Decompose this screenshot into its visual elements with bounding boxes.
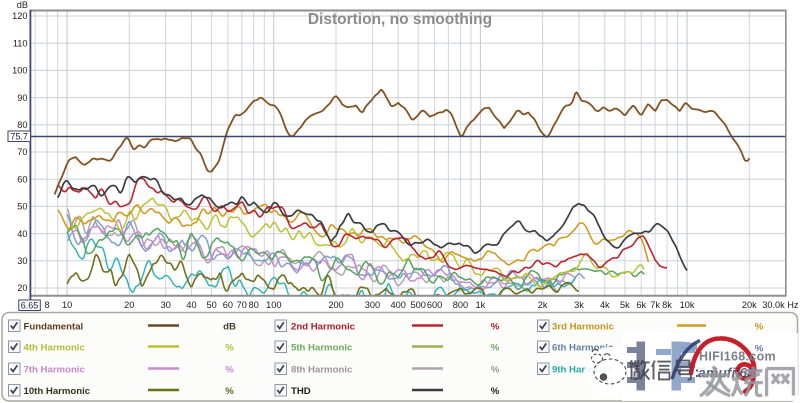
svg-text:30.0k Hz: 30.0k Hz	[762, 300, 799, 310]
svg-text:Fundamental: Fundamental	[24, 321, 84, 332]
svg-text:1k: 1k	[476, 300, 486, 310]
svg-text:75.7: 75.7	[10, 131, 28, 141]
svg-text:%: %	[225, 364, 234, 375]
svg-text:50: 50	[206, 300, 216, 310]
svg-text:%: %	[491, 321, 500, 332]
svg-text:7th Harmonic: 7th Harmonic	[24, 364, 86, 375]
svg-text:8k: 8k	[662, 300, 672, 310]
svg-text:3rd Harmonic: 3rd Harmonic	[552, 321, 615, 332]
svg-text:400: 400	[391, 300, 406, 310]
svg-text:70: 70	[237, 300, 247, 310]
svg-text:%: %	[491, 342, 500, 353]
svg-text:2nd Harmonic: 2nd Harmonic	[291, 321, 356, 332]
svg-text:90: 90	[17, 93, 27, 103]
svg-text:200: 200	[328, 300, 343, 310]
svg-text:5k: 5k	[620, 300, 630, 310]
svg-text:80: 80	[249, 300, 259, 310]
svg-text:%: %	[755, 321, 764, 332]
svg-text:60: 60	[223, 300, 233, 310]
svg-text:40: 40	[186, 300, 196, 310]
svg-text:10th Harmonic: 10th Harmonic	[24, 386, 91, 397]
svg-text::: :	[695, 364, 700, 381]
svg-text:8th Harmonic: 8th Harmonic	[291, 364, 353, 375]
svg-text:8: 8	[45, 300, 50, 310]
svg-text:%: %	[491, 386, 500, 397]
svg-text:4th Harmonic: 4th Harmonic	[24, 342, 86, 353]
svg-text:%: %	[491, 364, 500, 375]
svg-text:80: 80	[17, 120, 27, 130]
svg-text:30: 30	[161, 300, 171, 310]
svg-text:70: 70	[17, 147, 27, 157]
svg-text:100: 100	[266, 300, 281, 310]
svg-text:50: 50	[17, 202, 27, 212]
svg-text:dB: dB	[223, 321, 236, 332]
svg-text:20k: 20k	[742, 300, 757, 310]
svg-text:Distortion, no smoothing: Distortion, no smoothing	[308, 11, 492, 28]
svg-text:%: %	[225, 342, 234, 353]
svg-text:800: 800	[453, 300, 468, 310]
svg-text:%: %	[225, 386, 234, 397]
svg-text:THD: THD	[291, 386, 311, 397]
svg-text:5th Harmonic: 5th Harmonic	[291, 342, 353, 353]
svg-text:7k: 7k	[650, 300, 660, 310]
svg-text:3k: 3k	[574, 300, 584, 310]
svg-text:10: 10	[62, 300, 72, 310]
svg-text:6.65: 6.65	[21, 300, 39, 310]
svg-text:20: 20	[124, 300, 134, 310]
svg-text:40: 40	[17, 229, 27, 239]
svg-text:9th Harmonic: 9th Harmonic	[552, 364, 614, 375]
svg-text:dB: dB	[17, 0, 28, 10]
svg-text:%: %	[755, 343, 764, 354]
svg-text:60: 60	[17, 174, 27, 184]
svg-text:4k: 4k	[600, 300, 610, 310]
svg-text:10k: 10k	[680, 300, 695, 310]
svg-text:6k: 6k	[636, 300, 646, 310]
svg-text:30: 30	[17, 256, 27, 266]
svg-text:HIFI168.com: HIFI168.com	[699, 350, 776, 364]
svg-text:600: 600	[427, 300, 442, 310]
svg-text:20: 20	[17, 283, 27, 293]
svg-text:500: 500	[411, 300, 426, 310]
svg-text:6th Harmonic: 6th Harmonic	[552, 342, 614, 353]
svg-text:300: 300	[365, 300, 380, 310]
svg-text:120: 120	[12, 11, 27, 21]
svg-text:100: 100	[12, 66, 27, 76]
svg-text:2k: 2k	[538, 300, 548, 310]
svg-text:110: 110	[13, 38, 28, 48]
